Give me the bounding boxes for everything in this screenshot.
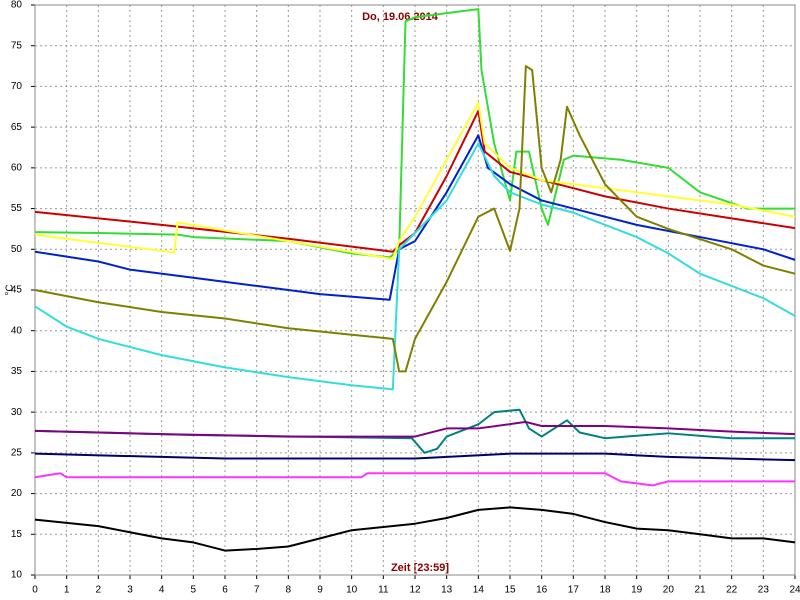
y-tick-label: 20 — [11, 488, 23, 499]
series-line — [34, 101, 796, 261]
x-tick-label: 0 — [32, 585, 38, 596]
y-tick-label: 55 — [11, 203, 23, 214]
x-tick-label: 14 — [473, 585, 485, 596]
x-tick-label: 20 — [663, 585, 675, 596]
series-line — [34, 408, 795, 454]
x-tick-label: 21 — [694, 585, 706, 596]
series-line — [34, 506, 796, 552]
x-tick-label: 4 — [159, 585, 165, 596]
y-tick-label: 60 — [11, 162, 23, 173]
x-tick-label: 3 — [127, 585, 133, 596]
series-line — [34, 472, 795, 487]
series-line — [34, 134, 796, 301]
y-tick-label: 30 — [11, 407, 23, 418]
x-tick-label: 9 — [317, 585, 323, 596]
x-tick-label: 8 — [286, 585, 292, 596]
x-tick-label: 15 — [504, 585, 516, 596]
chart-title: Do, 19.06.2014 — [362, 11, 439, 23]
y-tick-label: 75 — [11, 40, 23, 51]
x-tick-label: 18 — [599, 585, 611, 596]
x-tick-label: 10 — [346, 585, 358, 596]
x-tick-label: 6 — [222, 585, 228, 596]
x-tick-label: 2 — [96, 585, 102, 596]
x-tick-label: 23 — [758, 585, 770, 596]
series-line — [34, 65, 796, 373]
x-axis-label: Zeit [23:59] — [391, 562, 449, 574]
x-tick-label: 11 — [378, 585, 389, 596]
x-tick-label: 13 — [441, 585, 453, 596]
y-tick-label: 50 — [11, 244, 23, 255]
y-tick-label: 35 — [11, 366, 23, 377]
y-tick-label: 65 — [11, 122, 23, 133]
x-tick-label: 16 — [536, 585, 548, 596]
y-tick-label: 25 — [11, 447, 23, 458]
y-tick-label: 15 — [11, 529, 23, 540]
x-tick-label: 12 — [409, 585, 421, 596]
y-tick-label: 40 — [11, 325, 23, 336]
x-tick-label: 22 — [726, 585, 738, 596]
y-tick-label: 70 — [11, 81, 23, 92]
series-line — [34, 420, 796, 438]
series-line — [34, 109, 796, 253]
x-tick-label: 19 — [631, 585, 643, 596]
x-tick-label: 17 — [568, 585, 580, 596]
y-axis-label: °C — [5, 284, 16, 295]
x-tick-label: 24 — [789, 585, 800, 596]
x-tick-label: 7 — [254, 585, 260, 596]
y-tick-label: 45 — [11, 285, 23, 296]
x-tick-label: 1 — [64, 585, 70, 596]
y-tick-label: 10 — [11, 570, 23, 581]
y-tick-label: 80 — [11, 0, 23, 11]
series-line — [34, 452, 796, 462]
x-tick-label: 5 — [191, 585, 197, 596]
series-line — [34, 142, 796, 391]
